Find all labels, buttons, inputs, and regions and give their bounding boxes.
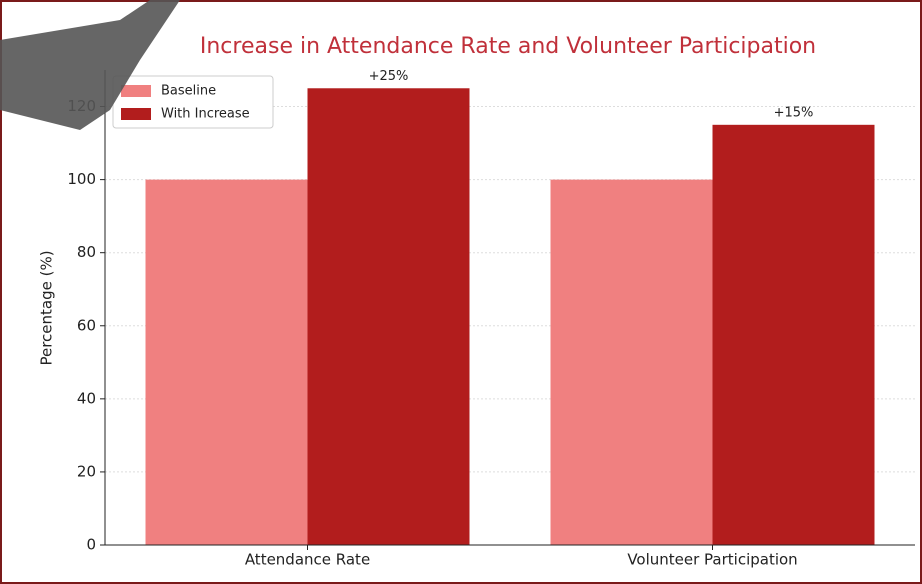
annotation: +15% — [774, 105, 814, 120]
y-tick-label: 20 — [77, 462, 96, 480]
x-tick-label: Attendance Rate — [245, 551, 370, 569]
y-tick-label: 60 — [77, 316, 96, 334]
y-axis-label: Percentage (%) — [38, 250, 56, 365]
y-tick-label: 0 — [86, 536, 96, 554]
bar — [145, 179, 308, 545]
legend: Baseline With Increase — [112, 75, 274, 129]
legend-swatch — [121, 108, 151, 120]
legend-label: With Increase — [161, 107, 250, 122]
legend-label: Baseline — [161, 84, 216, 99]
y-tick-label: 100 — [67, 170, 96, 188]
chart-title: Increase in Attendance Rate and Voluntee… — [200, 34, 816, 59]
x-tick-label: Volunteer Participation — [627, 551, 797, 569]
bar — [307, 88, 470, 546]
legend-swatch — [121, 85, 151, 97]
y-tick-label: 80 — [77, 243, 96, 261]
bar — [712, 124, 875, 546]
annotation: +25% — [369, 69, 409, 84]
overlay-shape — [0, 0, 180, 130]
bar — [550, 179, 713, 545]
y-tick-label: 40 — [77, 389, 96, 407]
